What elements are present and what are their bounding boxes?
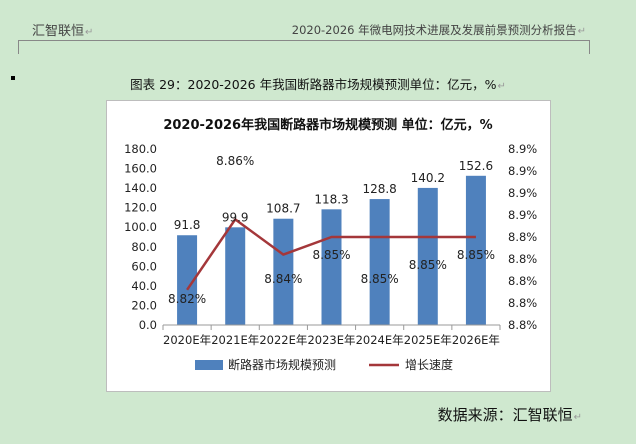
y-left-tick-label: 40.0 xyxy=(131,279,157,293)
legend-label-line: 增长速度 xyxy=(405,357,453,372)
line-data-label: 8.85% xyxy=(457,248,495,262)
margin-corner-left xyxy=(18,40,19,54)
header-rule xyxy=(18,40,590,41)
bar xyxy=(321,209,342,325)
y-left-tick-label: 160.0 xyxy=(124,162,157,176)
y-right-tick-label: 8.8% xyxy=(508,252,537,266)
y-right-tick-label: 8.8% xyxy=(508,296,537,310)
y-right-tick-label: 8.8% xyxy=(508,318,537,332)
legend-swatch-bar xyxy=(195,360,223,370)
line-data-label: 8.85% xyxy=(409,258,447,272)
bar xyxy=(417,187,438,325)
y-left-tick-label: 120.0 xyxy=(124,201,157,215)
y-left-tick-label: 20.0 xyxy=(131,298,157,312)
bar-data-label: 128.8 xyxy=(362,182,396,196)
bar-data-label: 91.8 xyxy=(174,218,201,232)
chart-title: 2020-2026年我国断路器市场规模预测 单位：亿元，% xyxy=(163,117,492,133)
bar-data-label: 108.7 xyxy=(266,202,300,216)
chart-container: 2020-2026年我国断路器市场规模预测 单位：亿元，% 91.8 99.9 10… xyxy=(106,100,551,392)
line-data-label: 8.82% xyxy=(168,292,206,306)
y-left-tick-label: 180.0 xyxy=(124,142,157,156)
x-tick-label: 2023E年 xyxy=(307,333,355,347)
y-right-tick-label: 8.9% xyxy=(508,208,537,222)
bar xyxy=(465,175,486,325)
y-right-tick-label: 8.8% xyxy=(508,230,537,244)
line-data-label: 8.85% xyxy=(361,272,399,286)
bar-data-label: 140.2 xyxy=(411,171,445,185)
y-left-tick-label: 60.0 xyxy=(131,259,157,273)
x-tick-label: 2021E年 xyxy=(211,333,259,347)
bar xyxy=(177,235,198,325)
y-right-tick-label: 8.9% xyxy=(508,142,537,156)
bar-data-label: 118.3 xyxy=(314,192,348,206)
y-right-tick-label: 8.9% xyxy=(508,164,537,178)
legend-label-bar: 断路器市场规模预测 xyxy=(228,357,336,372)
data-source-note: 数据来源：汇智联恒↵ xyxy=(437,406,582,424)
bar xyxy=(273,218,294,325)
bar xyxy=(369,199,390,325)
x-tick-label: 2020E年 xyxy=(163,333,211,347)
bar-data-label: 99.9 xyxy=(222,210,249,224)
y-left-tick-label: 140.0 xyxy=(124,181,157,195)
figure-caption: 图表 29：2020-2026 年我国断路器市场规模预测单位：亿元，%↵ xyxy=(130,77,506,92)
chart-svg: 2020-2026年我国断路器市场规模预测 单位：亿元，% 91.8 99.9 10… xyxy=(124,117,537,372)
x-tick-label: 2025E年 xyxy=(404,333,452,347)
line-data-label: 8.85% xyxy=(312,248,350,262)
y-left-tick-label: 80.0 xyxy=(131,240,157,254)
x-tick-label: 2024E年 xyxy=(356,333,404,347)
x-tick-label: 2026E年 xyxy=(452,333,500,347)
margin-corner-right xyxy=(589,40,590,54)
header-report-title: 2020-2026 年微电网技术进展及发展前景预测分析报告↵ xyxy=(291,23,586,37)
line-data-label: 8.86% xyxy=(216,154,254,168)
bar xyxy=(225,227,246,325)
header-company: 汇智联恒↵ xyxy=(32,24,94,39)
x-tick-label: 2022E年 xyxy=(259,333,307,347)
paragraph-mark xyxy=(11,76,15,80)
y-left-tick-label: 100.0 xyxy=(124,220,157,234)
y-left-tick-label: 0.0 xyxy=(139,318,157,332)
bar-data-label: 152.6 xyxy=(459,159,493,173)
y-right-tick-label: 8.8% xyxy=(508,274,537,288)
line-data-label: 8.84% xyxy=(264,272,302,286)
y-right-tick-label: 8.9% xyxy=(508,186,537,200)
